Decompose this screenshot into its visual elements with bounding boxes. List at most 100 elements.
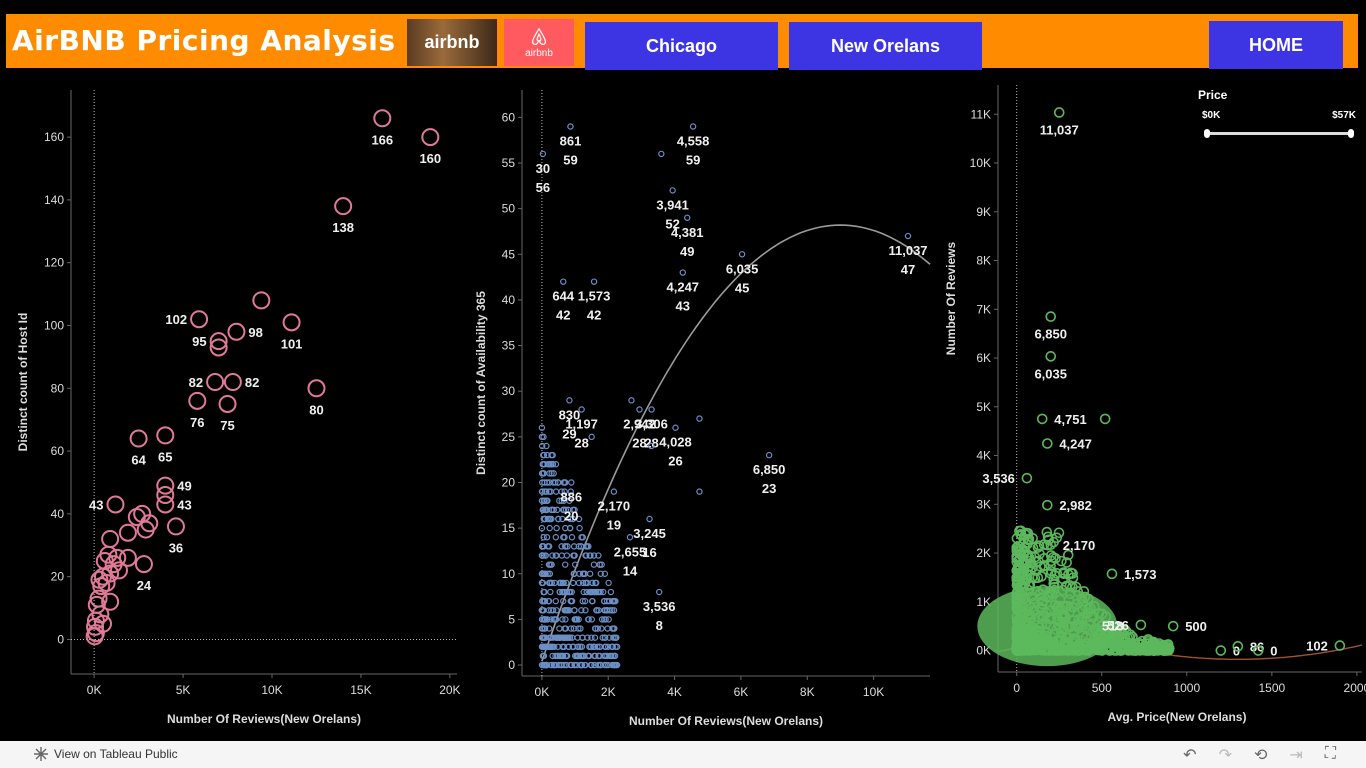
data-point[interactable] bbox=[589, 434, 594, 439]
price-filter[interactable]: Price $0K $57K bbox=[1196, 86, 1360, 146]
data-point[interactable] bbox=[131, 431, 147, 447]
data-point[interactable] bbox=[540, 151, 545, 156]
data-point[interactable] bbox=[561, 279, 566, 284]
data-point[interactable] bbox=[374, 110, 390, 126]
data-point[interactable] bbox=[629, 398, 634, 403]
cluster-point bbox=[569, 535, 574, 540]
data-point[interactable] bbox=[136, 556, 152, 572]
data-point[interactable] bbox=[657, 589, 662, 594]
data-point[interactable] bbox=[627, 535, 632, 540]
y-tick-label: 3K bbox=[976, 497, 991, 511]
data-label: 526 bbox=[1107, 618, 1129, 633]
data-point[interactable] bbox=[1043, 439, 1052, 448]
data-point[interactable] bbox=[207, 374, 223, 390]
price-slider-min-handle[interactable] bbox=[1204, 129, 1210, 138]
chart-2: 0K 2K 4K 6K 8K 10K051015202530354045505560Num… bbox=[474, 90, 930, 728]
data-point[interactable] bbox=[697, 489, 702, 494]
data-point[interactable] bbox=[611, 489, 616, 494]
data-point[interactable] bbox=[1136, 620, 1145, 629]
data-point[interactable] bbox=[157, 478, 173, 494]
data-label: 102 bbox=[1306, 639, 1328, 654]
data-point[interactable] bbox=[1022, 474, 1031, 483]
y-tick-label: 2K bbox=[976, 546, 991, 560]
data-point[interactable] bbox=[1055, 108, 1064, 117]
charts-canvas: 0K 5K 10K 15K 20K020406080100120140160Number… bbox=[0, 0, 1366, 741]
data-point[interactable] bbox=[107, 496, 123, 512]
data-point[interactable] bbox=[685, 215, 690, 220]
data-point[interactable] bbox=[670, 188, 675, 193]
y-tick-label: 80 bbox=[51, 381, 65, 395]
data-point[interactable] bbox=[157, 427, 173, 443]
data-point[interactable] bbox=[680, 270, 685, 275]
data-point[interactable] bbox=[120, 525, 136, 541]
view-on-tableau-link[interactable]: View on Tableau Public bbox=[34, 747, 178, 761]
data-point[interactable] bbox=[567, 398, 572, 403]
data-point[interactable] bbox=[1043, 501, 1052, 510]
pause-icon[interactable]: ⇥ bbox=[1289, 745, 1302, 765]
footer-toolbar: ↶ ↷ ⟲ ⇥ ⛶ bbox=[1183, 745, 1336, 765]
data-label: 65 bbox=[158, 449, 172, 464]
data-label: 138 bbox=[332, 220, 354, 235]
cluster-point bbox=[572, 608, 577, 613]
y-tick-label: 120 bbox=[44, 256, 64, 270]
cluster-point bbox=[563, 562, 568, 567]
revert-icon[interactable]: ⟲ bbox=[1254, 745, 1267, 765]
x-tick-label: 15K bbox=[350, 683, 371, 697]
cluster-point bbox=[553, 535, 558, 540]
redo-icon[interactable]: ↷ bbox=[1219, 745, 1232, 765]
data-point[interactable] bbox=[1038, 414, 1047, 423]
data-point[interactable] bbox=[157, 487, 173, 503]
data-point[interactable] bbox=[569, 480, 574, 485]
data-point[interactable] bbox=[1216, 646, 1225, 655]
price-slider-max-handle[interactable] bbox=[1348, 129, 1354, 138]
data-point[interactable] bbox=[1046, 352, 1055, 361]
data-point[interactable] bbox=[335, 198, 351, 214]
data-point[interactable] bbox=[697, 416, 702, 421]
price-slider-track[interactable] bbox=[1206, 132, 1352, 135]
y-tick-label: 0 bbox=[57, 632, 64, 646]
data-point[interactable] bbox=[102, 531, 118, 547]
data-point[interactable] bbox=[568, 124, 573, 129]
y-tick-label: 10 bbox=[502, 567, 516, 581]
data-point[interactable] bbox=[647, 516, 652, 521]
data-point[interactable] bbox=[225, 374, 241, 390]
data-label: 4,247 bbox=[1059, 436, 1092, 451]
data-point[interactable] bbox=[253, 292, 269, 308]
data-point[interactable] bbox=[284, 314, 300, 330]
fullscreen-icon[interactable]: ⛶ bbox=[1325, 745, 1336, 765]
data-point[interactable] bbox=[1046, 312, 1055, 321]
data-point[interactable] bbox=[422, 129, 438, 145]
y-tick-label: 5K bbox=[976, 400, 991, 414]
data-point[interactable] bbox=[905, 233, 910, 238]
data-point[interactable] bbox=[673, 425, 678, 430]
data-point[interactable] bbox=[228, 324, 244, 340]
data-point[interactable] bbox=[220, 396, 236, 412]
data-point[interactable] bbox=[191, 311, 207, 327]
price-min-label: $0K bbox=[1202, 110, 1220, 121]
data-label: 6,850 bbox=[1034, 327, 1067, 342]
data-point[interactable] bbox=[308, 380, 324, 396]
cluster-point bbox=[557, 626, 562, 631]
undo-icon[interactable]: ↶ bbox=[1183, 745, 1196, 765]
data-point[interactable] bbox=[767, 453, 772, 458]
y-tick-label: 60 bbox=[502, 110, 516, 124]
data-point[interactable] bbox=[637, 407, 642, 412]
data-label: 500 bbox=[1185, 619, 1207, 634]
data-point[interactable] bbox=[659, 151, 664, 156]
tableau-footer: View on Tableau Public ↶ ↷ ⟲ ⇥ ⛶ bbox=[0, 741, 1366, 768]
data-point[interactable] bbox=[739, 252, 744, 257]
data-point[interactable] bbox=[168, 518, 184, 534]
data-point[interactable] bbox=[1335, 641, 1344, 650]
data-point[interactable] bbox=[189, 393, 205, 409]
data-point[interactable] bbox=[690, 124, 695, 129]
data-point[interactable] bbox=[649, 407, 654, 412]
data-point[interactable] bbox=[1101, 414, 1110, 423]
data-point[interactable] bbox=[591, 279, 596, 284]
x-tick-label: 5K bbox=[176, 683, 191, 697]
x-tick-label: 0K bbox=[535, 685, 550, 699]
y-tick-label: 40 bbox=[502, 293, 516, 307]
data-point[interactable] bbox=[157, 496, 173, 512]
data-point[interactable] bbox=[1169, 622, 1178, 631]
data-point[interactable] bbox=[1107, 569, 1116, 578]
x-tick-label: 10K bbox=[863, 685, 884, 699]
